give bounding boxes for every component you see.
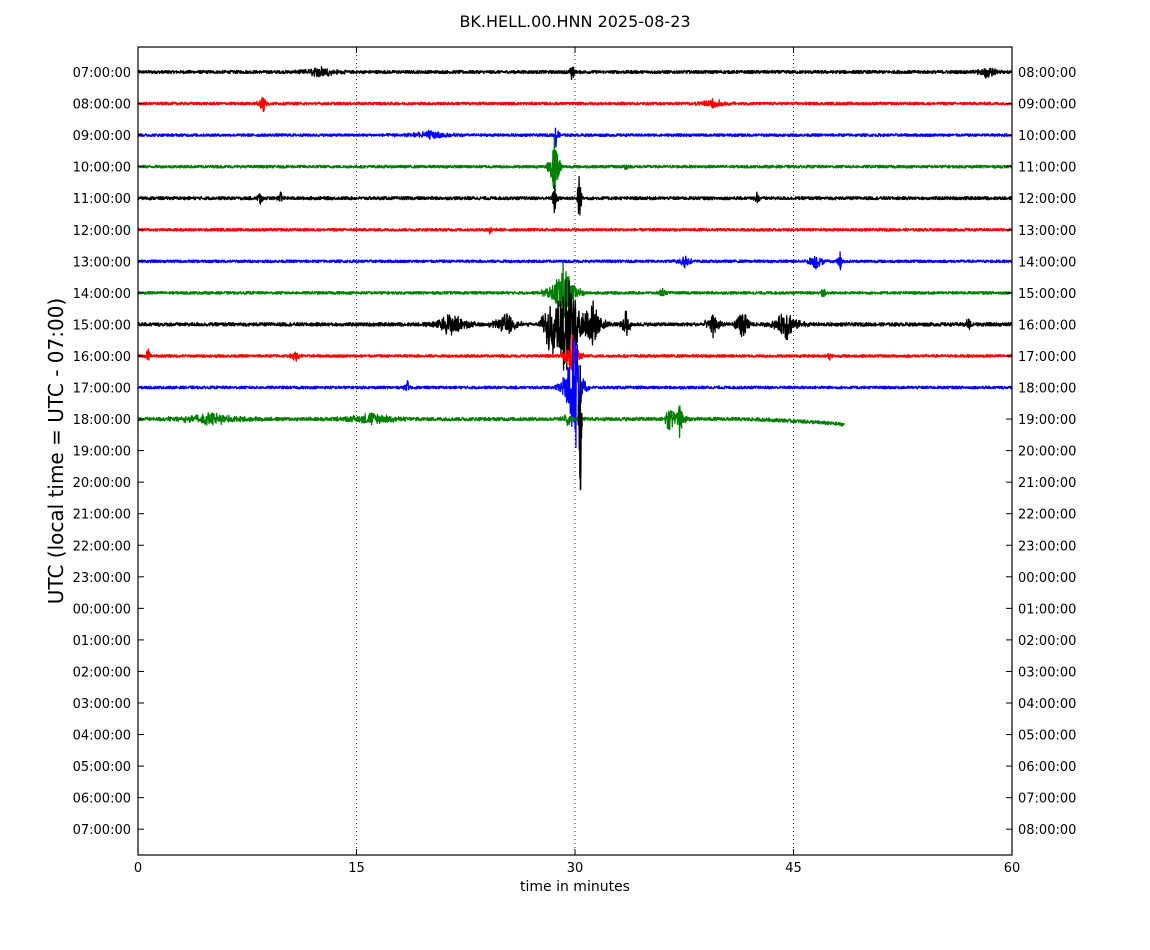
y-tick-label-left: 23:00:00: [73, 571, 131, 586]
x-tick-label: 60: [1004, 861, 1021, 876]
y-tick-label-left: 11:00:00: [73, 192, 131, 207]
chart-title: BK.HELL.00.HNN 2025-08-23: [459, 12, 690, 31]
trace-line-150000: [137, 279, 1013, 371]
y-tick-label-right: 15:00:00: [1018, 287, 1076, 302]
y-tick-label-left: 05:00:00: [73, 760, 131, 775]
y-tick-label-right: 14:00:00: [1018, 255, 1076, 270]
y-tick-label-right: 13:00:00: [1018, 224, 1076, 239]
y-tick-label-right: 04:00:00: [1018, 697, 1076, 712]
y-tick-label-left: 13:00:00: [73, 255, 131, 270]
y-tick-label-left: 14:00:00: [73, 287, 131, 302]
y-tick-label-left: 03:00:00: [73, 697, 131, 712]
y-tick-label-left: 10:00:00: [73, 161, 131, 176]
trace-line-090000: [137, 127, 1013, 148]
trace-line-120000: [137, 226, 1013, 235]
y-tick-label-left: 07:00:00: [73, 823, 131, 838]
y-tick-label-left: 09:00:00: [73, 129, 131, 144]
y-tick-label-left: 16:00:00: [73, 350, 131, 365]
seismic-traces: [137, 66, 1013, 491]
y-tick-label-right: 01:00:00: [1018, 602, 1076, 617]
y-tick-label-left: 06:00:00: [73, 792, 131, 807]
y-tick-label-right: 23:00:00: [1018, 539, 1076, 554]
y-tick-label-left: 21:00:00: [73, 508, 131, 523]
y-tick-label-right: 19:00:00: [1018, 413, 1076, 428]
trace-line-180000: [137, 405, 845, 439]
axis-ticks: 0 15 30 45 60 07:00:00 08:00:00 08:00:00 09:00:0…: [73, 47, 1076, 876]
y-tick-label-right: 06:00:00: [1018, 760, 1076, 775]
trace-line-070000: [137, 66, 1013, 81]
y-axis-label: UTC (local time = UTC - 07:00): [44, 298, 68, 604]
y-tick-label-left: 00:00:00: [73, 602, 131, 617]
y-tick-label-left: 12:00:00: [73, 224, 131, 239]
y-tick-label-right: 02:00:00: [1018, 634, 1076, 649]
y-tick-label-right: 03:00:00: [1018, 665, 1076, 680]
y-tick-label-right: 08:00:00: [1018, 66, 1076, 81]
trace-line-140000: [137, 261, 1013, 319]
trace-line-080000: [137, 96, 1013, 113]
trace-line-170000: [137, 338, 1013, 448]
y-tick-label-right: 09:00:00: [1018, 98, 1076, 113]
y-tick-label-left: 22:00:00: [73, 539, 131, 554]
trace-line-110000: [137, 175, 1013, 216]
trace-line-100000: [137, 136, 1013, 194]
y-tick-label-left: 15:00:00: [73, 318, 131, 333]
y-tick-label-left: 18:00:00: [73, 413, 131, 428]
y-tick-label-left: 04:00:00: [73, 729, 131, 744]
x-tick-label: 0: [134, 861, 142, 876]
y-tick-label-right: 00:00:00: [1018, 571, 1076, 586]
y-tick-label-right: 07:00:00: [1018, 792, 1076, 807]
y-tick-label-right: 05:00:00: [1018, 729, 1076, 744]
y-tick-label-left: 08:00:00: [73, 98, 131, 113]
x-tick-label: 45: [785, 861, 802, 876]
y-tick-label-right: 11:00:00: [1018, 161, 1076, 176]
y-tick-label-right: 21:00:00: [1018, 476, 1076, 491]
y-tick-label-left: 20:00:00: [73, 476, 131, 491]
y-tick-label-right: 10:00:00: [1018, 129, 1076, 144]
x-tick-label: 15: [348, 861, 365, 876]
y-tick-label-left: 19:00:00: [73, 445, 131, 460]
y-tick-label-right: 08:00:00: [1018, 823, 1076, 838]
y-tick-label-left: 17:00:00: [73, 382, 131, 397]
x-axis-label: time in minutes: [520, 879, 630, 895]
y-tick-label-left: 02:00:00: [73, 665, 131, 680]
y-tick-label-right: 12:00:00: [1018, 192, 1076, 207]
y-tick-label-right: 17:00:00: [1018, 350, 1076, 365]
y-tick-label-right: 20:00:00: [1018, 445, 1076, 460]
grid-lines: [356, 47, 794, 855]
y-tick-label-right: 22:00:00: [1018, 508, 1076, 523]
y-tick-label-right: 18:00:00: [1018, 382, 1076, 397]
x-tick-label: 30: [567, 861, 584, 876]
trace-line-130000: [137, 251, 1013, 271]
y-tick-label-right: 16:00:00: [1018, 318, 1076, 333]
y-tick-label-left: 01:00:00: [73, 634, 131, 649]
trace-line-180000: [577, 365, 583, 491]
y-tick-label-left: 07:00:00: [73, 66, 131, 81]
